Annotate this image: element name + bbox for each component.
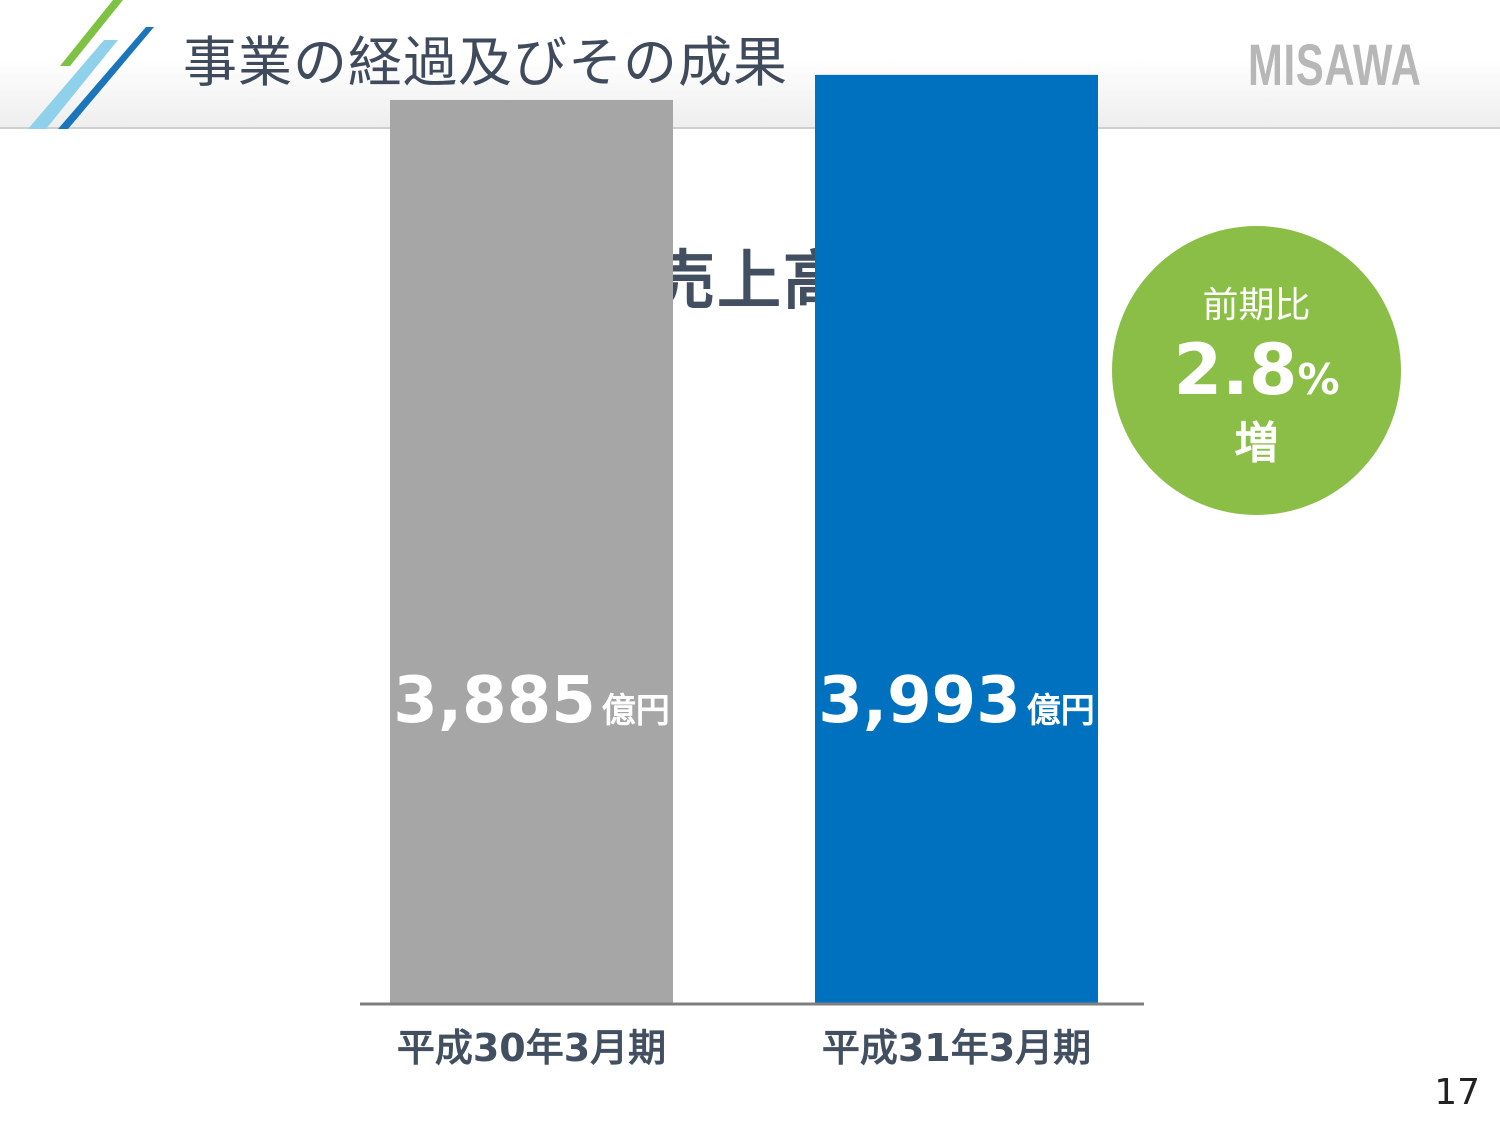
bar-value-number-1: 3,885 <box>393 664 595 738</box>
yoy-label: 前期比 <box>1202 285 1311 326</box>
yoy-value-group: 2.8% <box>1112 330 1401 420</box>
bar-value-unit-2: 億円 <box>1027 691 1095 731</box>
yoy-value: 2.8 <box>1173 329 1298 411</box>
header-stripe-blue <box>58 27 154 129</box>
header-bar: 事業の経過及びその成果 MISAWA <box>0 0 1500 129</box>
header-stripe-light-blue <box>28 40 118 129</box>
bar-value-number-2: 3,993 <box>818 664 1020 738</box>
company-logo: MISAWA <box>1248 33 1422 98</box>
yoy-direction: 増 <box>1234 418 1279 469</box>
page-title: 事業の経過及びその成果 <box>183 31 788 94</box>
header-stripes-decoration <box>28 0 154 129</box>
yoy-unit: % <box>1297 355 1340 404</box>
bar-2 <box>815 74 1098 1004</box>
bar-value-label-1: 3,885 億円 <box>393 664 669 738</box>
page-number: 17 <box>1434 1072 1480 1113</box>
category-label-2: 平成31年3月期 <box>822 1026 1091 1070</box>
bar-value-unit-1: 億円 <box>602 691 670 731</box>
header-stripe-green <box>60 0 123 66</box>
bar-1 <box>390 99 673 1004</box>
category-label-1: 平成30年3月期 <box>397 1026 666 1070</box>
chart-title: 売上高 <box>651 245 849 319</box>
yoy-change-badge: 前期比 2.8% 増 <box>1112 226 1401 515</box>
bar-value-label-2: 3,993 億円 <box>818 664 1094 738</box>
